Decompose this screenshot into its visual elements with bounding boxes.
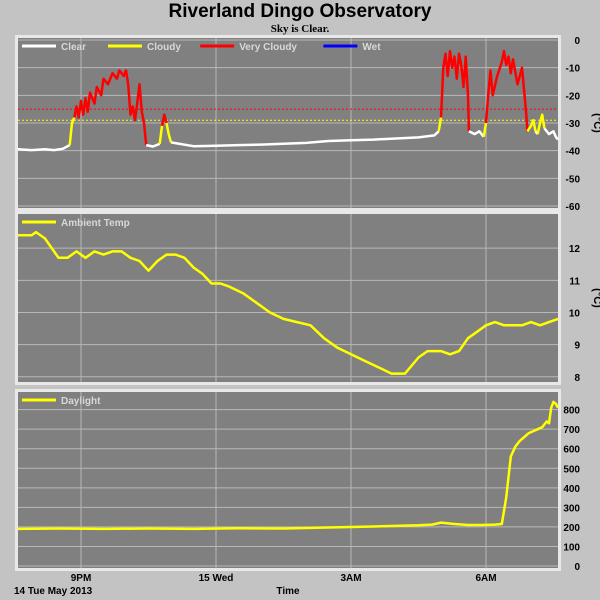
sky-series-very_cloudy [73,69,148,146]
ytick-label-daylight: 100 [563,542,580,553]
legend-label: Very Cloudy [239,42,297,53]
page-subtitle: Sky is Clear. [270,23,330,35]
legend-label: Clear [61,42,86,53]
x-date-label: 14 Tue May 2013 [14,586,93,597]
sky-series-cloudy [536,113,546,135]
ytick-label-ambient: 8 [574,373,580,384]
series-ambient [18,230,559,375]
ytick-label-ambient: 11 [569,276,580,287]
ytick-label-sky: 0 [574,36,580,47]
ytick-label-sky: -50 [566,174,581,185]
ytick-label-sky: -40 [566,147,581,158]
ytick-label-daylight: 600 [563,445,580,456]
ytick-label-daylight: 0 [574,562,580,573]
ytick-label-daylight: 700 [563,425,580,436]
ytick-label-daylight: 800 [563,406,580,417]
sky-series-cloudy [165,122,173,143]
sky-series-cloudy [482,122,488,138]
legend-label: Ambient Temp [61,218,130,229]
legend-label: Wet [362,42,381,53]
x-axis-label: Time [276,586,300,597]
sky-series-very_cloudy [439,49,471,132]
sky-series-cloudy [158,125,164,144]
ytick-label-sky: -60 [566,202,581,213]
panel-ambient [18,214,558,382]
ytick-label-ambient: 9 [574,341,580,352]
page-title: Riverland Dingo Observatory [168,1,432,22]
legend-label: Daylight [61,396,101,407]
unit-label-sky: (°C) [591,113,600,133]
sky-series-cloudy [526,118,537,132]
sky-series-clear [543,127,559,141]
sky-series-clear [170,130,440,148]
ytick-label-daylight: 500 [563,464,580,475]
x-tick-label: 3AM [340,573,361,584]
sky-series-clear [145,142,161,148]
panel-daylight [18,392,558,568]
ytick-label-daylight: 200 [563,523,580,534]
x-tick-label: 6AM [475,573,496,584]
ytick-label-daylight: 400 [563,484,580,495]
sky-series-very_cloudy [484,49,529,132]
ytick-label-sky: -10 [566,64,581,75]
sky-series-clear [17,143,71,152]
unit-label-ambient: (°C) [591,288,600,308]
ytick-label-ambient: 10 [569,308,581,319]
sky-series-very_cloudy [160,113,168,127]
ytick-label-sky: -20 [566,91,581,102]
ytick-label-daylight: 300 [563,503,580,514]
ytick-label-sky: -30 [566,119,581,130]
sky-series-cloudy [68,117,76,146]
x-tick-label: 15 Wed [199,573,234,584]
x-tick-label: 9PM [71,573,92,584]
legend-label: Cloudy [147,42,181,53]
ytick-label-ambient: 12 [569,244,581,255]
sky-series-cloudy [437,117,443,132]
series-daylight [17,400,560,531]
sky-series-clear [468,130,485,138]
